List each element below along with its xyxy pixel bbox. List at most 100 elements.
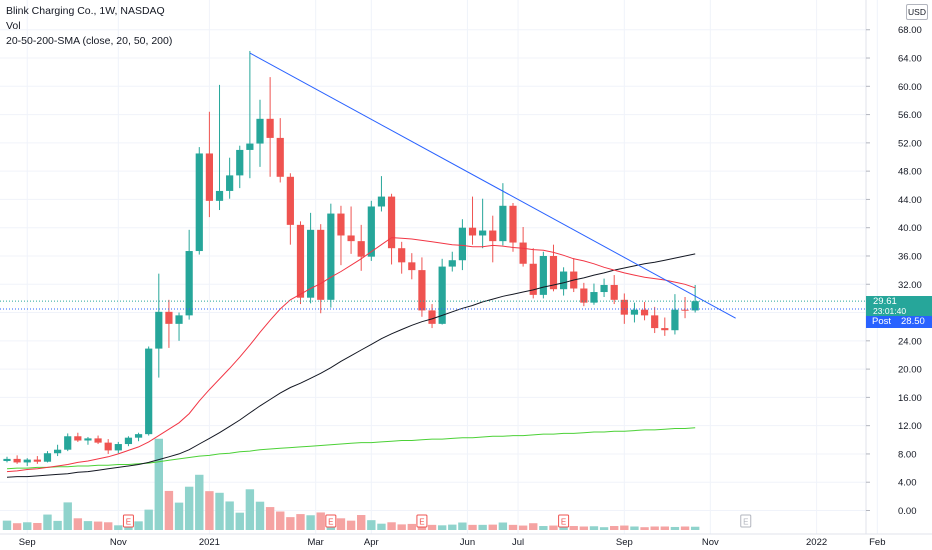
candle-body — [651, 315, 659, 329]
volume-bar — [124, 525, 133, 530]
sma-legend[interactable]: 20-50-200-SMA (close, 20, 50, 200) — [6, 35, 173, 47]
upcoming-earnings-marker: E — [740, 514, 752, 528]
candle-body — [307, 229, 315, 298]
volume-bar — [83, 521, 93, 530]
y-tick-label: 48.00 — [898, 167, 922, 178]
volume-legend[interactable]: Vol — [6, 20, 21, 32]
volume-bar — [12, 523, 22, 530]
volume-bar — [690, 526, 700, 530]
y-tick-label: 56.00 — [898, 110, 922, 121]
candle-body — [529, 263, 537, 295]
volume-bar — [650, 526, 659, 530]
price-axis[interactable]: 68.00 64.00 60.00 56.00 52.00 48.00 44.00 40.00… — [865, 0, 932, 534]
volume-bar — [478, 524, 487, 530]
symbol-title[interactable]: Blink Charging Co., 1W, NASDAQ — [6, 5, 165, 17]
candle-body — [155, 311, 163, 349]
volume-bar — [93, 521, 103, 530]
volume-bar — [104, 522, 113, 530]
x-tick-label: Jun — [460, 537, 475, 548]
time-axis[interactable]: Sep Nov 2021 Mar Apr Jun Jul Sep Nov 2022 Feb — [0, 533, 932, 548]
candle-body — [236, 149, 244, 176]
candle-body — [33, 459, 41, 462]
volume-bar — [610, 526, 619, 530]
volume-bar — [630, 526, 639, 530]
volume-bar — [23, 522, 32, 530]
volume-bar — [387, 522, 396, 530]
candle-body — [408, 262, 416, 271]
earnings-marker: E — [558, 514, 570, 528]
candle-body — [347, 235, 355, 242]
volume-bar — [427, 524, 437, 530]
candle-body — [256, 118, 264, 144]
candle-body — [266, 118, 274, 138]
earnings-marker: E — [122, 514, 134, 528]
moving-averages — [6, 237, 696, 478]
candle-body — [195, 153, 203, 252]
x-tick-label: Feb — [869, 537, 885, 548]
volume-bar — [397, 524, 406, 530]
candle-body — [43, 453, 52, 462]
earnings-marker: E — [325, 514, 337, 528]
y-tick-label: 68.00 — [898, 25, 922, 36]
candle-body — [681, 309, 689, 311]
candle-body — [468, 227, 477, 236]
volume-bar — [518, 525, 528, 530]
candle-body — [205, 153, 213, 201]
volume-bar — [316, 512, 325, 530]
candle-body — [691, 301, 699, 311]
volume-bar — [670, 526, 680, 530]
candle-body — [74, 436, 82, 441]
candle-body — [519, 242, 527, 264]
candle-body — [286, 176, 294, 225]
volume-bar — [215, 492, 224, 530]
y-tick-label: 60.00 — [898, 82, 922, 93]
volume-bar — [134, 521, 143, 530]
chart-legend: Blink Charging Co., 1W, NASDAQ Vol 20-50… — [6, 4, 172, 49]
volume-bar — [468, 524, 477, 530]
volume-bar — [336, 518, 346, 530]
candle-body — [246, 143, 254, 150]
currency-label[interactable]: USD — [906, 4, 928, 20]
candle-body — [185, 251, 193, 316]
candle-body — [600, 284, 608, 293]
candle-body — [377, 196, 386, 207]
candle-body — [499, 205, 507, 242]
candle-body — [145, 348, 153, 435]
countdown-value: 23:01:40 — [873, 306, 907, 316]
volume-bar — [508, 524, 518, 530]
candle-body — [165, 311, 173, 324]
y-tick-label: 20.00 — [898, 365, 922, 376]
candle-body — [13, 458, 21, 463]
candle-body — [418, 270, 426, 311]
candle-body — [23, 459, 31, 463]
volume-bar — [144, 509, 153, 530]
y-tick-label: 32.00 — [898, 280, 922, 291]
y-tick-label: 4.00 — [898, 478, 917, 489]
x-tick-label: Sep — [616, 537, 633, 548]
volume-bar — [164, 490, 174, 530]
x-tick-label: Apr — [364, 537, 379, 548]
candle-body — [560, 271, 568, 290]
x-tick-label: Sep — [19, 537, 36, 548]
volume-bar — [205, 491, 214, 530]
volume-bar — [286, 517, 295, 530]
volume-bar — [346, 520, 356, 530]
sma20-line — [6, 237, 696, 473]
post-label: Post — [869, 316, 895, 328]
volume-bar — [498, 522, 508, 530]
candle-body — [357, 241, 365, 257]
volume-bar — [195, 474, 204, 530]
candle-body — [327, 213, 335, 300]
candle-body — [3, 458, 11, 462]
candle-body — [276, 137, 284, 177]
y-tick-label: 52.00 — [898, 138, 922, 149]
volume-bar — [2, 520, 12, 530]
candle-body — [84, 438, 92, 441]
volume-bar — [265, 507, 275, 530]
sma50-line — [6, 253, 696, 478]
x-tick-label: Mar — [307, 537, 323, 548]
volume-bar — [276, 511, 285, 530]
candle-body — [387, 196, 396, 249]
